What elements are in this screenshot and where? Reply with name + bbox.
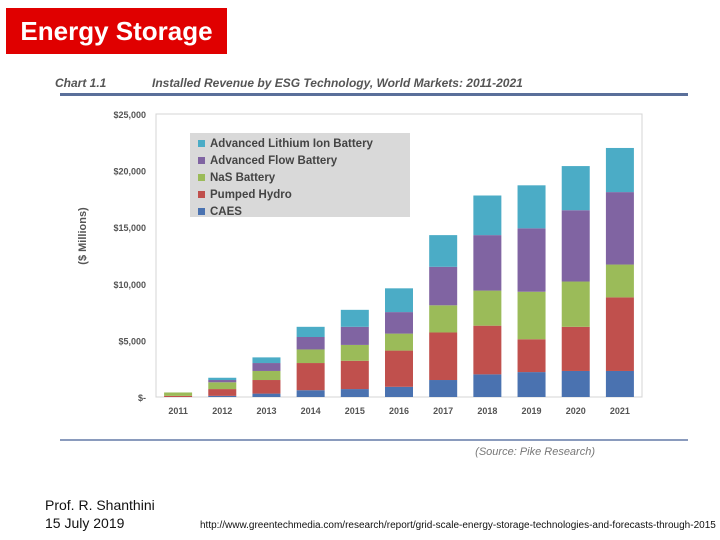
bar-segment-advanced-lithium-ion-battery-2015 — [340, 309, 369, 327]
bar-segment-nas-battery-2019 — [517, 291, 546, 340]
legend-label: CAES — [210, 206, 242, 218]
bar-segment-nas-battery-2021 — [605, 264, 634, 298]
bar-segment-advanced-lithium-ion-battery-2013 — [252, 357, 281, 364]
bar-segment-advanced-lithium-ion-battery-2012 — [208, 377, 237, 381]
bar-segment-nas-battery-2012 — [208, 382, 237, 390]
footer-author-block: Prof. R. Shanthini 15 July 2019 — [45, 496, 155, 532]
bar-segment-caes-2018 — [473, 374, 502, 397]
bar-segment-nas-battery-2018 — [473, 290, 502, 326]
y-tick-label: $5,000 — [118, 336, 146, 346]
y-tick-label: $10,000 — [113, 280, 146, 290]
bar-segment-caes-2013 — [252, 393, 281, 397]
y-tick-label: $25,000 — [113, 110, 146, 120]
slide-title: Energy Storage — [20, 15, 213, 46]
chart-source: (Source: Pike Research) — [475, 446, 595, 458]
legend-swatch — [198, 208, 205, 215]
x-tick-label: 2017 — [433, 406, 453, 416]
presentation-date: 15 July 2019 — [45, 515, 125, 531]
bar-segment-pumped-hydro-2021 — [605, 297, 634, 371]
bar-segment-nas-battery-2016 — [385, 333, 413, 351]
bar-segment-advanced-flow-battery-2021 — [605, 192, 634, 265]
x-tick-label: 2016 — [389, 406, 409, 416]
bar-segment-caes-2017 — [429, 380, 458, 397]
bar-segment-advanced-flow-battery-2012 — [208, 380, 237, 383]
chart-bottom-rule — [60, 439, 688, 441]
legend: Advanced Lithium Ion Battery Advanced Flo… — [190, 133, 410, 218]
bar-segment-caes-2012 — [208, 395, 237, 397]
bar-segment-advanced-flow-battery-2015 — [340, 326, 369, 345]
bar-segment-advanced-flow-battery-2019 — [517, 228, 546, 292]
x-tick-label: 2018 — [477, 406, 497, 416]
bar-segment-pumped-hydro-2014 — [296, 363, 325, 391]
bar-segment-caes-2015 — [340, 389, 369, 397]
x-tick-label: 2011 — [168, 406, 188, 416]
legend-swatch — [198, 191, 205, 198]
chart-label: Chart 1.1 — [55, 76, 107, 90]
chart-title: Installed Revenue by ESG Technology, Wor… — [152, 76, 523, 90]
bar-segment-advanced-lithium-ion-battery-2021 — [605, 147, 634, 193]
bar-segment-advanced-lithium-ion-battery-2016 — [385, 288, 413, 313]
author-name: Prof. R. Shanthini — [45, 497, 155, 513]
y-tick-label: $- — [138, 393, 146, 403]
bar-segment-nas-battery-2020 — [561, 281, 590, 327]
bar-segment-caes-2020 — [561, 370, 590, 397]
legend-background — [190, 133, 410, 217]
bar-segment-caes-2021 — [605, 370, 634, 397]
bar-segment-nas-battery-2015 — [340, 344, 369, 361]
x-tick-label: 2020 — [566, 406, 586, 416]
bar-segment-pumped-hydro-2019 — [517, 339, 546, 373]
bar-segment-advanced-lithium-ion-battery-2019 — [517, 185, 546, 229]
bar-segment-pumped-hydro-2011 — [164, 395, 193, 397]
legend-swatch — [198, 140, 205, 147]
source-url: http://www.greentechmedia.com/research/r… — [200, 520, 716, 531]
chart-top-rule — [60, 93, 688, 96]
bar-segment-nas-battery-2011 — [164, 392, 193, 396]
bars — [164, 147, 634, 397]
legend-swatch — [198, 174, 205, 181]
x-tick-label: 2015 — [345, 406, 365, 416]
legend-label: NaS Battery — [210, 172, 276, 184]
bar-segment-pumped-hydro-2017 — [429, 332, 458, 381]
bar-segment-advanced-flow-battery-2020 — [561, 210, 590, 282]
bar-segment-nas-battery-2013 — [252, 370, 281, 381]
legend-label: Advanced Lithium Ion Battery — [210, 138, 374, 150]
bar-segment-advanced-lithium-ion-battery-2014 — [296, 326, 325, 338]
legend-label: Advanced Flow Battery — [210, 155, 338, 167]
x-tick-label: 2012 — [212, 406, 232, 416]
x-tick-label: 2021 — [610, 406, 630, 416]
bar-segment-pumped-hydro-2020 — [561, 326, 590, 371]
bar-segment-advanced-lithium-ion-battery-2018 — [473, 195, 502, 236]
bar-segment-advanced-flow-battery-2013 — [252, 363, 281, 371]
bar-segment-pumped-hydro-2015 — [340, 360, 369, 390]
bar-segment-pumped-hydro-2018 — [473, 325, 502, 375]
bar-segment-pumped-hydro-2012 — [208, 389, 237, 396]
x-tick-label: 2014 — [301, 406, 321, 416]
bar-segment-caes-2016 — [385, 386, 413, 397]
y-axis: $- $5,000 $10,000 $15,000 $20,000 $25,000 — [113, 110, 146, 403]
bar-segment-advanced-lithium-ion-battery-2020 — [561, 166, 590, 211]
y-axis-label: ($ Millions) — [77, 207, 89, 265]
legend-swatch — [198, 157, 205, 164]
x-tick-label: 2019 — [522, 406, 542, 416]
slide-title-box: Energy Storage — [5, 7, 228, 55]
bar-segment-nas-battery-2014 — [296, 349, 325, 364]
bar-segment-advanced-lithium-ion-battery-2017 — [429, 235, 458, 267]
y-tick-label: $15,000 — [113, 223, 146, 233]
bar-segment-pumped-hydro-2016 — [385, 350, 413, 387]
x-tick-label: 2013 — [256, 406, 276, 416]
bar-segment-advanced-flow-battery-2018 — [473, 235, 502, 291]
bar-segment-advanced-flow-battery-2016 — [385, 312, 413, 334]
legend-label: Pumped Hydro — [210, 189, 292, 201]
bar-segment-pumped-hydro-2013 — [252, 380, 281, 394]
bar-segment-caes-2014 — [296, 390, 325, 397]
x-axis: 2011 2012 2013 2014 2015 2016 2017 2018 2019 2020… — [168, 406, 630, 416]
bar-segment-advanced-flow-battery-2017 — [429, 266, 458, 306]
bar-segment-advanced-flow-battery-2014 — [296, 337, 325, 350]
y-tick-label: $20,000 — [113, 167, 146, 177]
bar-segment-caes-2019 — [517, 372, 546, 397]
bar-segment-nas-battery-2017 — [429, 305, 458, 333]
